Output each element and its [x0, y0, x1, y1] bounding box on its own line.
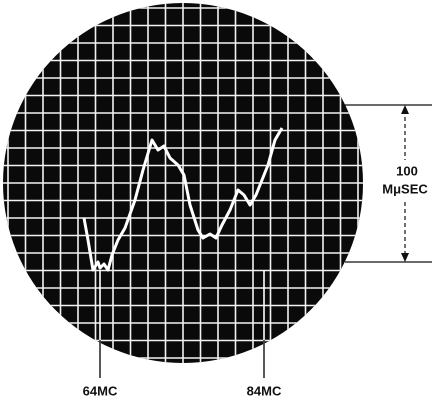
scale-value: 100 — [396, 163, 418, 178]
page: 64MC 84MC 100 MμSEC (() => { const data … — [0, 0, 441, 406]
oscilloscope-figure: 64MC 84MC 100 MμSEC — [0, 0, 441, 406]
scale-unit: MμSEC — [382, 181, 428, 196]
marker-label: 84MC — [247, 383, 282, 398]
marker-label: 64MC — [83, 383, 118, 398]
